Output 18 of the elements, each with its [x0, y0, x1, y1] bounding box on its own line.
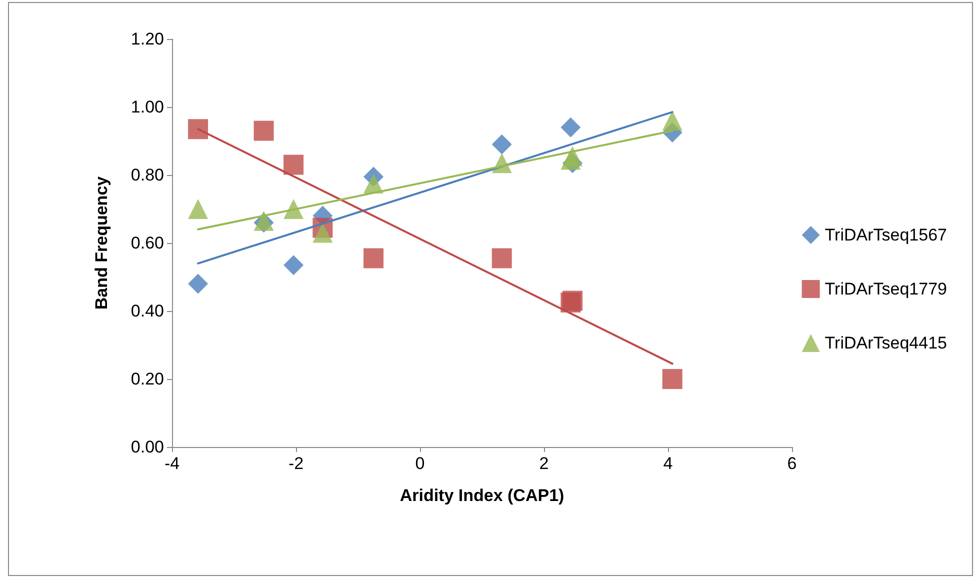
- legend-label: TriDArTseq4415: [824, 334, 948, 352]
- y-tick-label: 0.60: [130, 234, 164, 252]
- x-tick-label: 2: [539, 454, 549, 473]
- legend-label: TriDArTseq1779: [824, 280, 948, 298]
- y-tick-label: 0.80: [130, 166, 164, 184]
- x-tick-label: 6: [787, 454, 797, 473]
- x-tick-label: -4: [164, 454, 180, 473]
- y-tick-label: 1.20: [130, 30, 164, 48]
- x-tick-label: 4: [663, 454, 673, 473]
- x-axis-title: Aridity Index (CAP1): [400, 486, 564, 505]
- x-tick-label: 0: [415, 454, 425, 473]
- y-tick-label: 0.00: [130, 438, 164, 456]
- y-tick-label: 1.00: [130, 98, 164, 116]
- y-axis-title: Band Frequency: [92, 176, 111, 310]
- legend-label: TriDArTseq1567: [824, 226, 948, 244]
- x-tick-label: -2: [288, 454, 304, 473]
- y-tick-label: 0.20: [130, 370, 164, 388]
- y-tick-label: 0.40: [130, 302, 164, 320]
